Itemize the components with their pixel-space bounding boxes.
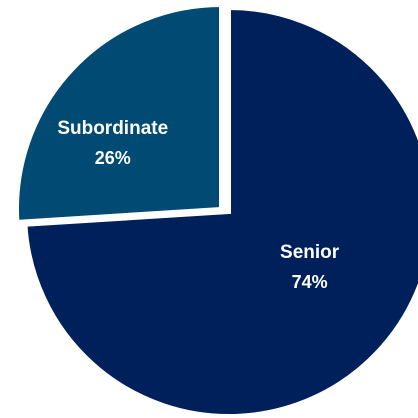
- slice-label-senior: Senior: [280, 242, 340, 263]
- slice-value-senior: 74%: [292, 272, 328, 292]
- slice-value-subordinate: 26%: [95, 148, 131, 168]
- pie-slices: [15, 2, 418, 418]
- slice-label-subordinate: Subordinate: [57, 118, 168, 139]
- pie-slice-senior: [23, 5, 418, 418]
- pie-slice-subordinate: [15, 2, 223, 224]
- pie-labels: Senior 74% Subordinate 26%: [57, 118, 339, 292]
